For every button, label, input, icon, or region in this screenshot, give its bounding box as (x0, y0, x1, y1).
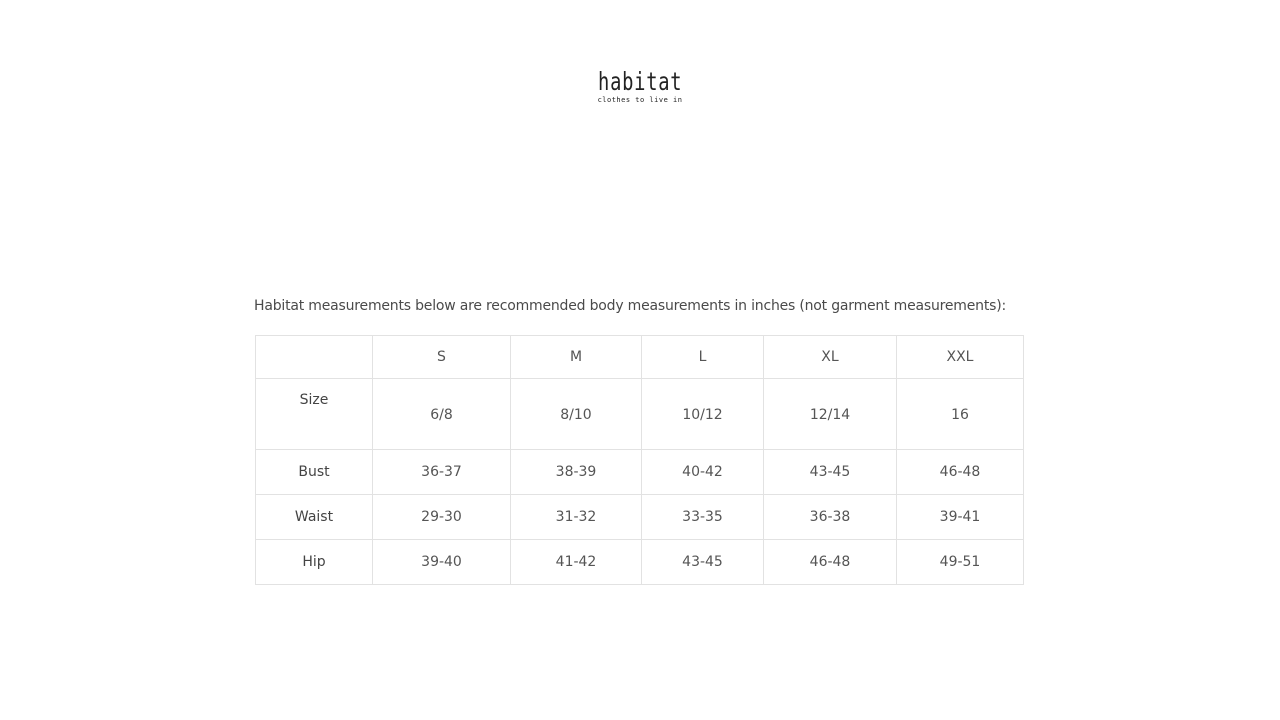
table-row: Bust 36-37 38-39 40-42 43-45 46-48 (255, 449, 1024, 495)
row-label: Size (255, 378, 373, 450)
table-cell: 33-35 (641, 494, 764, 540)
row-label: Waist (255, 494, 373, 540)
table-cell: 46-48 (896, 449, 1024, 495)
table-cell: 12/14 (763, 378, 897, 450)
header-cell: XXL (896, 335, 1024, 379)
logo-tagline: clothes to live in (597, 96, 683, 104)
size-chart-table: S M L XL XXL Size 6/8 8/10 10/12 12/14 1… (255, 335, 1024, 585)
table-cell: 41-42 (510, 539, 642, 585)
table-cell: 39-40 (372, 539, 511, 585)
logo-name: habitat (597, 67, 683, 96)
habitat-logo: habitat clothes to live in (0, 67, 1280, 105)
table-header-row: S M L XL XXL (255, 335, 1024, 379)
table-cell: 49-51 (896, 539, 1024, 585)
table-row: Waist 29-30 31-32 33-35 36-38 39-41 (255, 494, 1024, 540)
table-cell: 43-45 (641, 539, 764, 585)
table-cell: 16 (896, 378, 1024, 450)
row-label: Bust (255, 449, 373, 495)
table-cell: 31-32 (510, 494, 642, 540)
table-row: Hip 39-40 41-42 43-45 46-48 49-51 (255, 539, 1024, 585)
table-cell: 46-48 (763, 539, 897, 585)
table-cell: 29-30 (372, 494, 511, 540)
table-cell: 8/10 (510, 378, 642, 450)
table-row: Size 6/8 8/10 10/12 12/14 16 (255, 378, 1024, 450)
table-cell: 43-45 (763, 449, 897, 495)
header-cell: M (510, 335, 642, 379)
table-cell: 38-39 (510, 449, 642, 495)
table-cell: 36-38 (763, 494, 897, 540)
table-cell: 36-37 (372, 449, 511, 495)
table-cell: 39-41 (896, 494, 1024, 540)
header-cell: L (641, 335, 764, 379)
row-label: Hip (255, 539, 373, 585)
table-cell: 40-42 (641, 449, 764, 495)
table-cell: 10/12 (641, 378, 764, 450)
header-cell: S (372, 335, 511, 379)
intro-text: Habitat measurements below are recommend… (254, 298, 1006, 314)
table-cell: 6/8 (372, 378, 511, 450)
header-cell (255, 335, 373, 379)
header-cell: XL (763, 335, 897, 379)
